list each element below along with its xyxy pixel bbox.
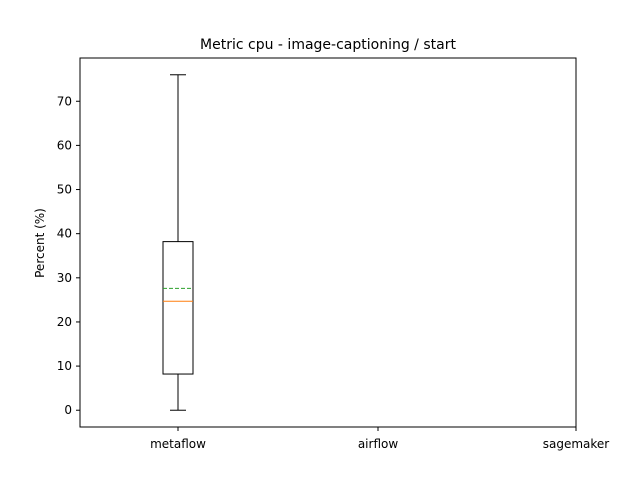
chart-title: Metric cpu - image-captioning / start xyxy=(200,37,456,53)
y-tick-label: 50 xyxy=(57,183,72,197)
y-tick-label: 60 xyxy=(57,138,72,152)
x-tick-label: metaflow xyxy=(150,437,206,451)
y-tick-label: 40 xyxy=(57,227,72,241)
plot-area-frame xyxy=(79,57,577,428)
y-axis-ticks: 0 10 20 30 40 50 60 70 xyxy=(57,94,80,417)
y-axis-label: Percent (%) xyxy=(33,208,47,278)
x-tick-label: sagemaker xyxy=(543,437,610,451)
box-series xyxy=(162,74,194,411)
y-tick-label: 70 xyxy=(57,94,72,108)
y-tick-label: 20 xyxy=(57,315,72,329)
y-tick-label: 30 xyxy=(57,271,72,285)
x-axis-ticks: metaflow airflow sagemaker xyxy=(150,427,609,451)
y-tick-label: 10 xyxy=(57,359,72,373)
y-tick-label: 0 xyxy=(64,403,72,417)
interquartile-box xyxy=(162,241,194,375)
x-tick-label: airflow xyxy=(358,437,399,451)
